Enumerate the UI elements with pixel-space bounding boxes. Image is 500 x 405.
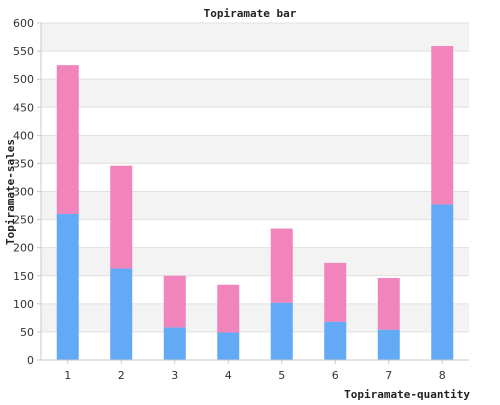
x-tick-label: 8 [439, 369, 446, 382]
bar-upper-6 [324, 262, 347, 322]
x-tick-label: 1 [64, 369, 71, 382]
x-tick-label: 7 [385, 369, 392, 382]
bar-lower-1 [56, 213, 79, 360]
y-tick-label: 550 [13, 45, 34, 58]
chart-title: Topiramate bar [204, 7, 297, 20]
background-band [41, 191, 469, 220]
bar-upper-2 [110, 165, 133, 269]
x-tick-label: 4 [225, 369, 232, 382]
background-band [41, 135, 469, 164]
y-tick-label: 250 [13, 214, 34, 227]
y-axis-title: Topiramate-sales [4, 139, 17, 245]
bar-lower-3 [163, 327, 186, 360]
x-tick-labels: 1 2 3 4 5 6 7 8 [64, 360, 446, 382]
bar-upper-3 [163, 275, 186, 328]
background-band [41, 275, 469, 304]
background-band [41, 107, 469, 136]
bar-upper-7 [377, 277, 400, 330]
y-tick-label: 0 [27, 354, 34, 367]
background-band [41, 163, 469, 192]
y-tick-label: 150 [13, 270, 34, 283]
y-tick-label: 600 [13, 17, 34, 30]
bar-upper-4 [217, 284, 240, 333]
y-tick-label: 450 [13, 101, 34, 114]
background-band [41, 331, 469, 360]
background-band [41, 219, 469, 248]
bar-upper-8 [431, 46, 454, 205]
x-tick-label: 3 [171, 369, 178, 382]
x-tick-label: 6 [332, 369, 339, 382]
y-tick-label: 50 [20, 326, 34, 339]
bar-lower-5 [270, 302, 293, 360]
y-tick-label: 350 [13, 157, 34, 170]
y-tick-label: 300 [13, 186, 34, 199]
y-tick-label: 500 [13, 73, 34, 86]
bar-upper-5 [270, 228, 293, 303]
background-band [41, 303, 469, 332]
background-band [41, 247, 469, 276]
background-band [41, 23, 469, 52]
bar-lower-8 [431, 204, 454, 360]
background-band [41, 79, 469, 108]
bar-upper-1 [56, 65, 79, 214]
y-tick-labels: 0 50 100 150 200 250 300 350 400 450 500 550 600 [13, 17, 41, 367]
bar-lower-6 [324, 321, 347, 360]
y-tick-label: 100 [13, 298, 34, 311]
background-band [41, 51, 469, 80]
x-axis-title: Topiramate-quantity [344, 388, 470, 400]
x-tick-label: 5 [278, 369, 285, 382]
y-tick-label: 400 [13, 129, 34, 142]
x-tick-label: 2 [118, 369, 125, 382]
bar-lower-4 [217, 332, 240, 360]
bar-lower-2 [110, 268, 133, 360]
bars [56, 46, 454, 360]
bar-lower-7 [377, 329, 400, 360]
y-tick-label: 200 [13, 242, 34, 255]
